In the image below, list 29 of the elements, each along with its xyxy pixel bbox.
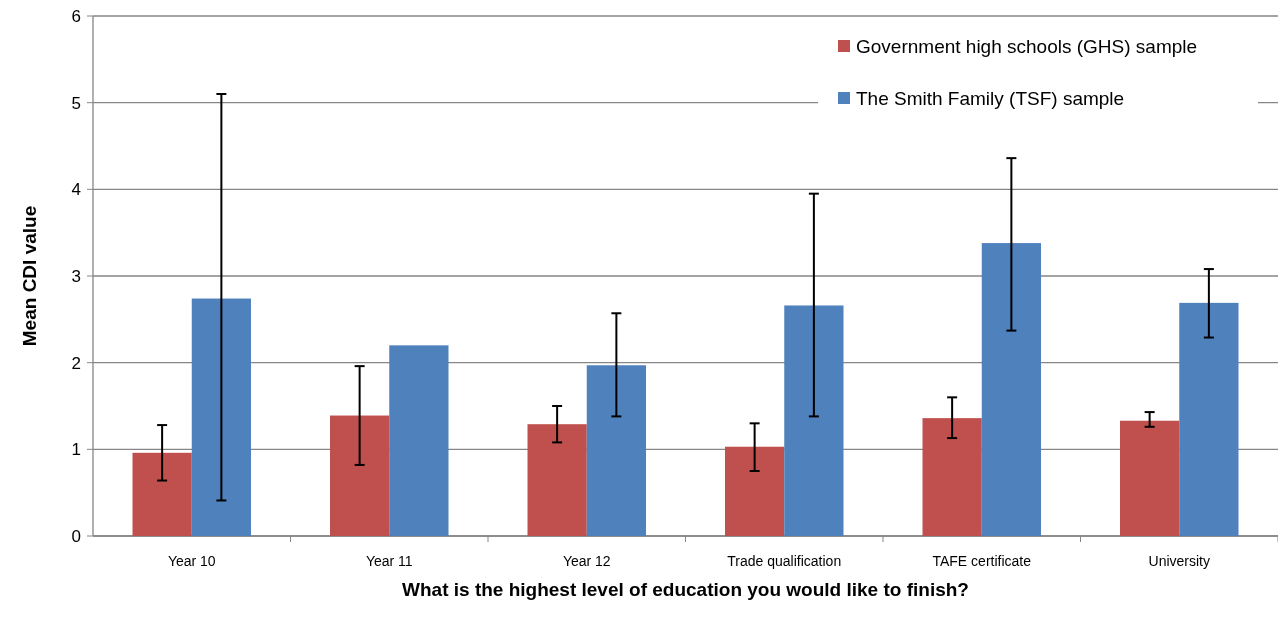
bar	[527, 424, 587, 536]
bar	[1179, 302, 1239, 536]
y-axis-title: Mean CDI value	[19, 205, 40, 347]
bar	[1120, 420, 1180, 536]
y-tick-label: 6	[71, 6, 81, 26]
bar	[389, 345, 449, 536]
y-tick-label: 2	[71, 353, 81, 373]
x-tick-label: University	[1148, 553, 1210, 569]
bar	[922, 418, 982, 536]
bar	[191, 298, 251, 536]
bar	[132, 452, 192, 536]
legend-label: The Smith Family (TSF) sample	[856, 87, 1125, 109]
legend-label: Government high schools (GHS) sample	[856, 35, 1198, 57]
x-axis-title: What is the highest level of education you would like to finish?	[402, 579, 969, 600]
x-tick-label: Year 10	[167, 553, 216, 569]
x-tick-label: TAFE certificate	[932, 553, 1032, 569]
bar	[586, 365, 646, 536]
bar	[784, 305, 844, 536]
y-tick-label: 1	[71, 440, 81, 460]
bar	[981, 243, 1041, 536]
x-tick-label: Year 11	[365, 553, 413, 569]
y-tick-label: 3	[71, 266, 81, 286]
y-tick-label: 4	[71, 180, 81, 200]
bar	[330, 415, 390, 536]
x-tick-label: Trade qualification	[727, 553, 842, 569]
x-tick-label: Year 12	[562, 553, 611, 569]
y-tick-label: 0	[71, 526, 81, 546]
y-tick-label: 5	[71, 93, 81, 113]
bar	[725, 446, 785, 536]
